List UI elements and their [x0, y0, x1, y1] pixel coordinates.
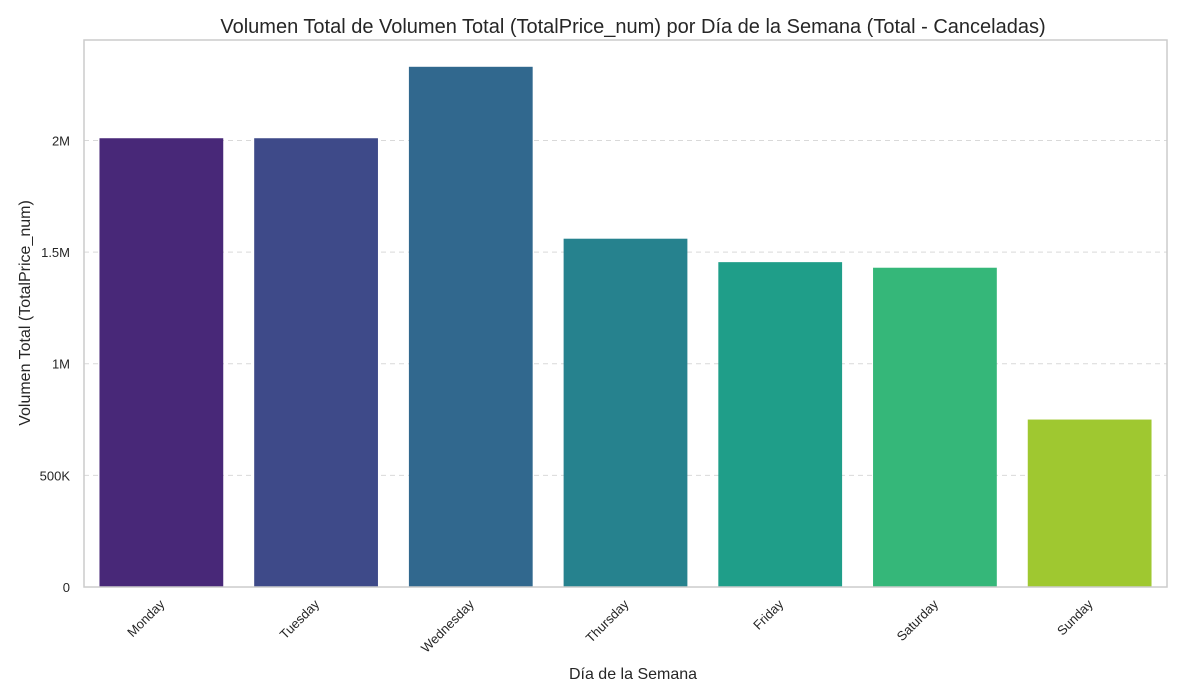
bar-tuesday	[254, 138, 378, 587]
x-tick-label: Saturday	[894, 596, 942, 644]
bar-monday	[99, 138, 224, 587]
y-tick-label: 2M	[52, 133, 70, 148]
x-tick-label: Sunday	[1054, 596, 1096, 638]
y-tick-label: 1M	[52, 357, 70, 372]
chart-title: Volumen Total de Volumen Total (TotalPri…	[220, 16, 1045, 38]
bars	[99, 66, 1152, 587]
x-tick-label: Wednesday	[418, 596, 477, 655]
y-tick-label: 0	[63, 580, 70, 595]
x-tick-label: Thursday	[583, 596, 632, 645]
bar-wednesday	[408, 66, 533, 587]
bar-thursday	[563, 238, 688, 587]
plot-frame	[83, 39, 1168, 588]
x-tick-label: Tuesday	[277, 596, 323, 642]
x-tick-label: Friday	[750, 596, 786, 632]
bar-sunday	[1027, 419, 1152, 587]
y-tick-label: 500K	[40, 468, 71, 483]
x-tick-label: Monday	[124, 596, 168, 640]
y-axis-label: Volumen Total (TotalPrice_num)	[17, 200, 34, 426]
bar-saturday	[873, 267, 997, 587]
x-tick-labels: Monday Tuesday Wednesday Thursday Friday Satu…	[124, 596, 1096, 655]
y-tick-label: 1.5M	[41, 245, 70, 260]
y-tick-labels: 0 500K 1M 1.5M 2M	[40, 133, 71, 595]
bar-friday	[718, 262, 843, 587]
x-axis-label: Día de la Semana	[569, 666, 697, 683]
